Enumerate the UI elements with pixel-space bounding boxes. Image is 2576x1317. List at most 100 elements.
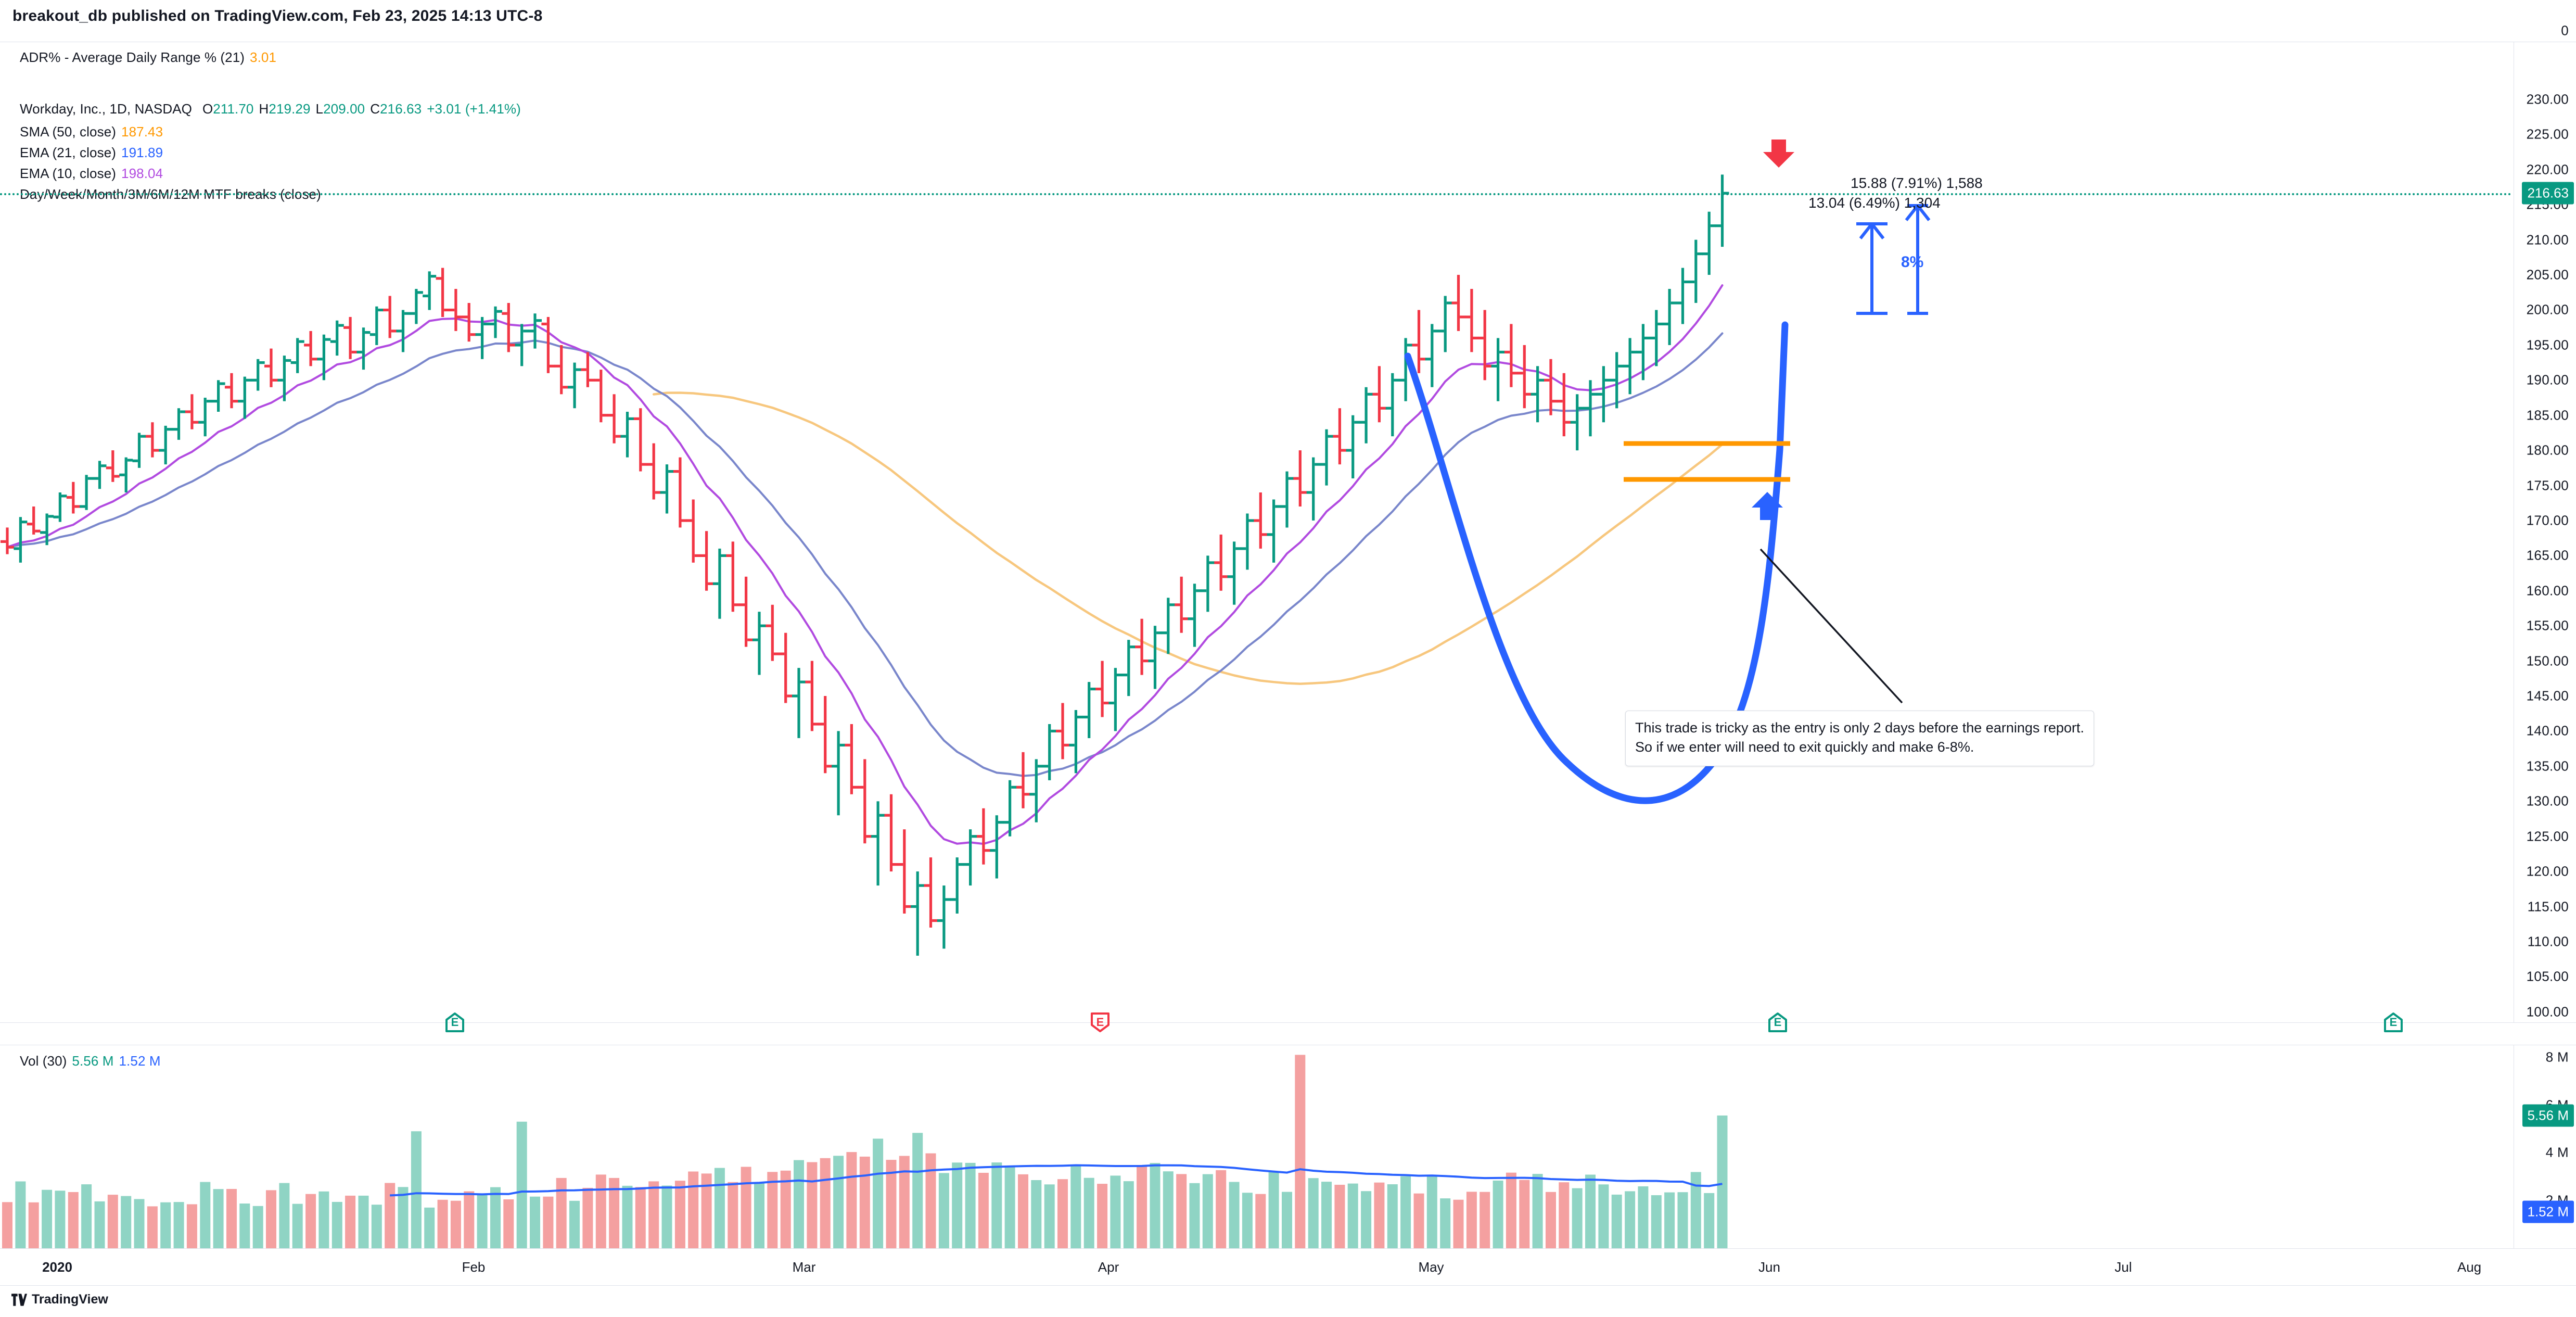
symbol-legend-row[interactable]: Workday, Inc., 1D, NASDAQ O211.70 H219.29 L…	[20, 101, 521, 117]
volume-ma: 1.52 M	[119, 1053, 161, 1069]
price-tick-125-00: 125.00	[2526, 828, 2569, 844]
earnings-badge-icon	[1091, 1012, 1110, 1032]
ohlc-bars-group	[1, 174, 1729, 956]
volume-axis[interactable]: 8 M6 M4 M2 M5.56 M1.52 M	[2514, 1045, 2576, 1248]
volume-tick-4-M: 4 M	[2545, 1144, 2569, 1160]
adr-legend[interactable]: ADR% - Average Daily Range % (21) 3.01	[20, 49, 276, 66]
price-tick-220-00: 220.00	[2526, 161, 2569, 178]
pane-separator	[0, 1022, 2576, 1023]
volume-current: 5.56 M	[72, 1053, 114, 1069]
price-tick-165-00: 165.00	[2526, 547, 2569, 563]
time-label-2020: 2020	[42, 1259, 72, 1275]
time-label-mar: Mar	[792, 1259, 816, 1275]
volume-pane[interactable]: 8 M6 M4 M2 M5.56 M1.52 M	[0, 1045, 2576, 1248]
price-tick-115-00: 115.00	[2527, 898, 2569, 915]
ohlc-o-label: O	[202, 101, 213, 117]
volume-chart-svg	[2, 1055, 1728, 1248]
measure-inner-label: 13.04 (6.49%) 1,304	[1808, 195, 1941, 211]
price-tick-200-00: 200.00	[2526, 301, 2569, 318]
volume-legend[interactable]: Vol (30) 5.56 M 1.52 M	[20, 1053, 161, 1069]
price-pane[interactable]: 230.00225.00220.00215.00210.00205.00200.…	[0, 85, 2576, 1022]
price-tick-210-00: 210.00	[2526, 232, 2569, 248]
price-tick-180-00: 180.00	[2526, 442, 2569, 458]
ohlc-open: 211.70	[213, 101, 254, 117]
price-tick-230-00: 230.00	[2526, 91, 2569, 107]
price-tick-195-00: 195.00	[2526, 337, 2569, 353]
time-label-aug: Aug	[2457, 1259, 2482, 1275]
earnings-marker-3[interactable]: E	[2383, 1012, 2403, 1033]
price-tick-130-00: 130.00	[2526, 793, 2569, 809]
adr-tick-0: 0	[2561, 22, 2569, 39]
price-tick-160-00: 160.00	[2526, 582, 2569, 599]
earnings-marker-2[interactable]: E	[1768, 1012, 1788, 1033]
adr-plot	[0, 42, 2514, 86]
ohlc-change: +3.01 (+1.41%)	[427, 101, 521, 117]
study-ema10-name: EMA (10, close)	[20, 166, 117, 181]
price-tick-100-00: 100.00	[2526, 1004, 2569, 1020]
price-tick-105-00: 105.00	[2526, 968, 2569, 984]
earnings-letter: E	[451, 1016, 459, 1029]
earnings-badge-icon	[1768, 1012, 1787, 1032]
price-chart-svg	[1, 174, 1790, 956]
volume-current-badge[interactable]: 5.56 M	[2522, 1104, 2574, 1127]
price-tick-150-00: 150.00	[2526, 653, 2569, 669]
price-tick-225-00: 225.00	[2526, 126, 2569, 142]
adr-value: 3.01	[250, 49, 277, 65]
time-label-jul: Jul	[2114, 1259, 2132, 1275]
volume-tick-8-M: 8 M	[2545, 1049, 2569, 1065]
sma50-line	[652, 391, 1724, 685]
volume-ma-line	[390, 1164, 1723, 1197]
price-tick-170-00: 170.00	[2526, 512, 2569, 528]
measure-outer-label: 15.88 (7.91%) 1,588	[1851, 175, 1983, 191]
price-plot[interactable]	[0, 85, 2514, 1022]
time-label-feb: Feb	[462, 1259, 486, 1275]
study-ema10[interactable]: EMA (10, close) 198.04	[20, 166, 163, 182]
study-ema21-name: EMA (21, close)	[20, 145, 117, 160]
price-tick-140-00: 140.00	[2526, 723, 2569, 739]
annotation-textbox[interactable]: This trade is tricky as the entry is onl…	[1625, 711, 2094, 766]
study-ema21[interactable]: EMA (21, close) 191.89	[20, 145, 163, 161]
last-price-badge[interactable]: 216.63	[2522, 182, 2574, 205]
earnings-marker-1[interactable]: E	[1090, 1012, 1110, 1033]
ema21-line	[6, 332, 1724, 777]
tradingview-glyph-icon	[11, 1293, 27, 1306]
earnings-marker-0[interactable]: E	[445, 1012, 465, 1033]
time-label-jun: Jun	[1758, 1259, 1780, 1275]
price-tick-190-00: 190.00	[2526, 372, 2569, 388]
price-tick-185-00: 185.00	[2526, 407, 2569, 423]
volume-plot[interactable]	[0, 1045, 2514, 1248]
ohlc-h-label: H	[259, 101, 269, 117]
time-axis[interactable]: 2020 Feb Mar Apr May Jun Jul Aug	[0, 1248, 2576, 1286]
ohlc-close: 216.63	[380, 101, 422, 117]
earnings-badge-icon	[445, 1012, 464, 1032]
study-sma50[interactable]: SMA (50, close) 187.43	[20, 124, 163, 140]
annotation-line-1: This trade is tricky as the entry is onl…	[1635, 720, 2084, 736]
ohlc-high: 219.29	[269, 101, 311, 117]
earnings-letter: E	[2389, 1016, 2398, 1029]
study-sma50-value: 187.43	[121, 124, 163, 140]
price-tick-205-00: 205.00	[2526, 267, 2569, 283]
tradingview-logo-text: TradingView	[32, 1292, 108, 1307]
volume-title: Vol (30)	[20, 1053, 67, 1069]
adr-axis[interactable]: 0	[2514, 23, 2576, 86]
time-label-may: May	[1418, 1259, 1444, 1275]
price-tick-145-00: 145.00	[2526, 688, 2569, 704]
attribution-text: breakout_db published on TradingView.com…	[12, 7, 543, 24]
price-tick-110-00: 110.00	[2527, 933, 2569, 949]
price-axis[interactable]: 230.00225.00220.00215.00210.00205.00200.…	[2514, 85, 2576, 1022]
study-ema10-value: 198.04	[121, 166, 163, 181]
annotation-line-2: So if we enter will need to exit quickly…	[1635, 739, 1974, 755]
ohlc-low: 209.00	[323, 101, 365, 117]
adr-pane: ADR% - Average Daily Range % (21) 3.01 0	[0, 23, 2576, 86]
measure-percent-label: 8%	[1901, 254, 1924, 271]
volume-ma-badge[interactable]: 1.52 M	[2522, 1200, 2574, 1223]
last-price-dotted-line	[0, 193, 2514, 196]
study-sma50-name: SMA (50, close)	[20, 124, 117, 140]
earnings-letter: E	[1774, 1016, 1782, 1029]
tradingview-logo[interactable]: TradingView	[11, 1292, 108, 1307]
earnings-letter: E	[1096, 1016, 1104, 1029]
ohlc-l-label: L	[315, 101, 324, 117]
price-tick-135-00: 135.00	[2526, 758, 2569, 774]
volume-bars-group	[2, 1055, 1728, 1248]
price-tick-120-00: 120.00	[2526, 863, 2569, 879]
